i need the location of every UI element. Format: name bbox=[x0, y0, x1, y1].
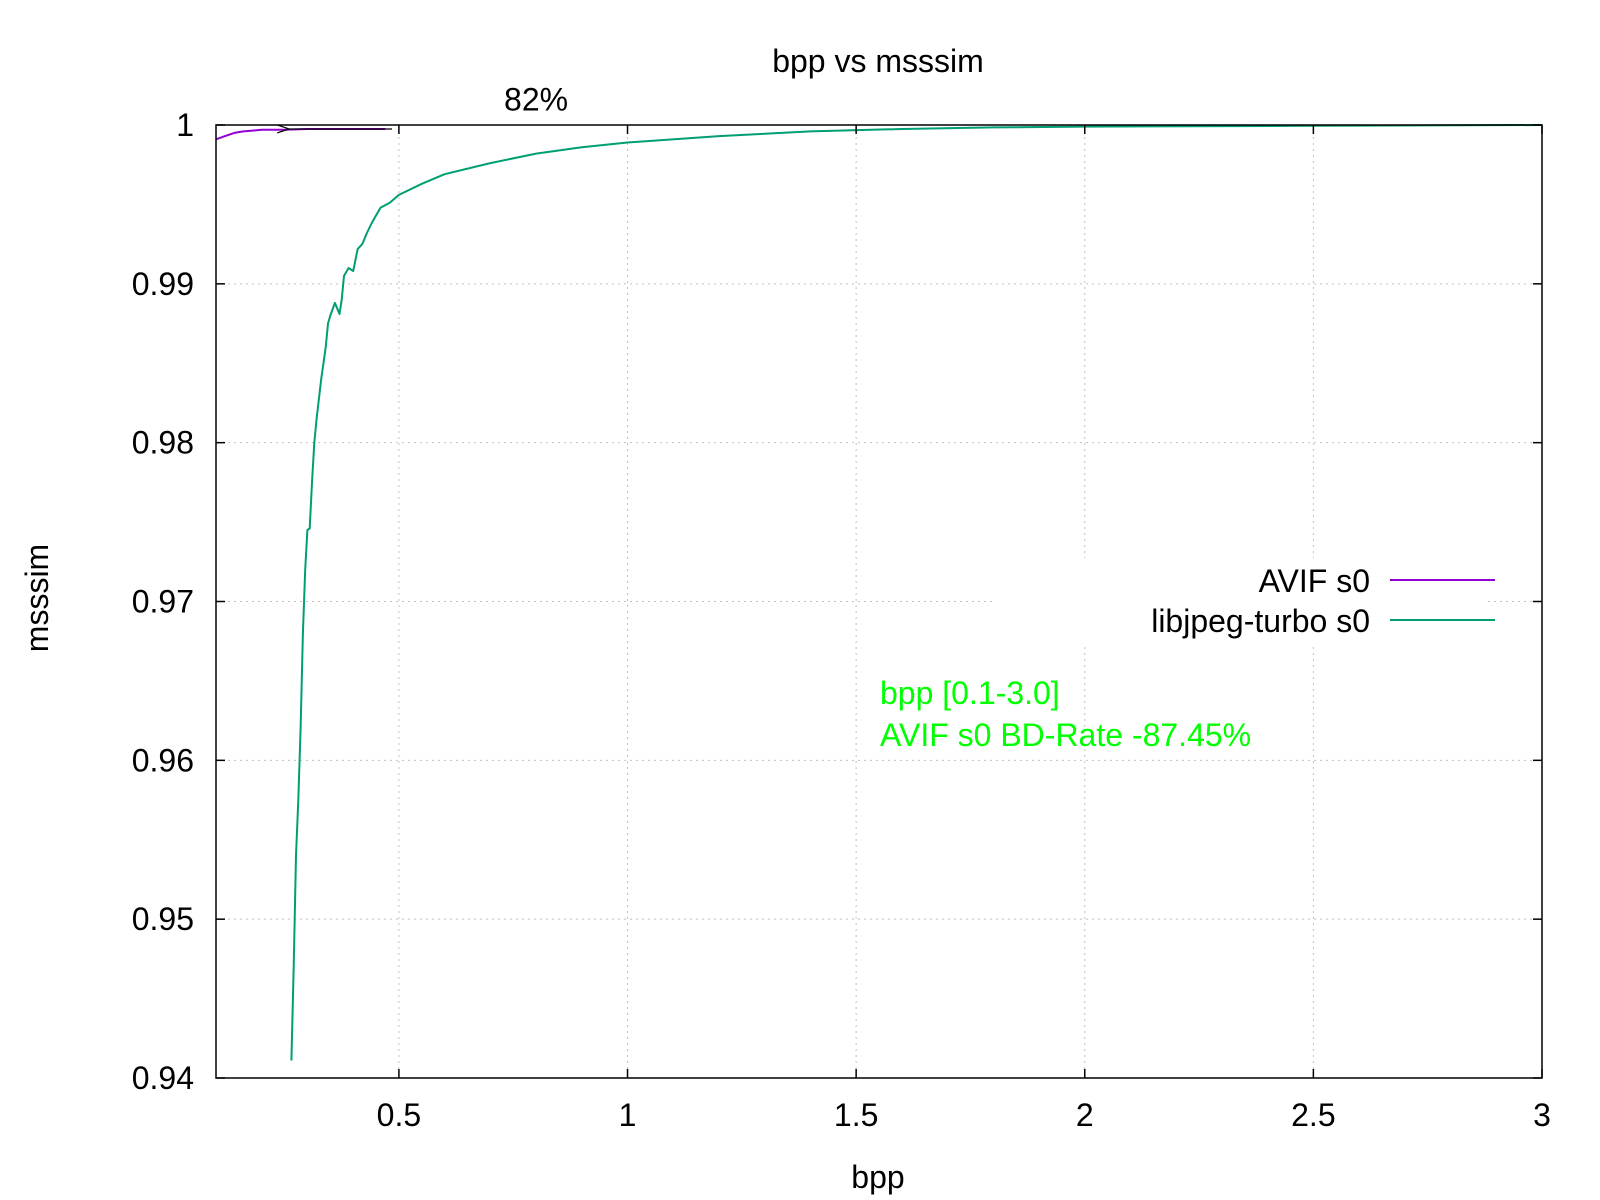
chart-title: bpp vs msssim bbox=[772, 43, 984, 79]
annotation-percent-label: 82% bbox=[504, 82, 568, 118]
legend-label-libjpeg: libjpeg-turbo s0 bbox=[1151, 603, 1370, 639]
legend-label-avif: AVIF s0 bbox=[1259, 563, 1370, 599]
x-axis-label: bpp bbox=[851, 1159, 904, 1195]
y-tick-label: 0.97 bbox=[132, 584, 194, 620]
y-tick-label: 0.99 bbox=[132, 266, 194, 302]
x-tick-label: 3 bbox=[1533, 1097, 1551, 1133]
x-tick-label: 1 bbox=[619, 1097, 637, 1133]
y-tick-label: 0.98 bbox=[132, 425, 194, 461]
y-tick-label: 0.94 bbox=[132, 1060, 194, 1096]
x-tick-label: 2.5 bbox=[1291, 1097, 1335, 1133]
bd-rate-text: AVIF s0 BD-Rate -87.45% bbox=[880, 717, 1251, 753]
axes: 0.5 1 1.5 2 2.5 3 0.94 0.95 0.96 0.97 0.98 0.99 1 bbox=[132, 107, 1551, 1133]
x-tick-label: 1.5 bbox=[834, 1097, 878, 1133]
series-line-libjpeg-turbo bbox=[290, 124, 1543, 1061]
annotations: 82% bbox=[289, 82, 568, 129]
bpp-range-text: bpp [0.1-3.0] bbox=[880, 675, 1060, 711]
series-line-avif bbox=[215, 128, 386, 141]
y-tick-label: 0.96 bbox=[132, 742, 194, 778]
legend: AVIF s0 libjpeg-turbo s0 bbox=[995, 558, 1495, 644]
y-tick-label: 1 bbox=[176, 107, 194, 143]
x-tick-label: 2 bbox=[1076, 1097, 1094, 1133]
y-axis-label: msssim bbox=[19, 544, 55, 652]
x-tick-label: 0.5 bbox=[377, 1097, 421, 1133]
legend-background bbox=[995, 558, 1485, 644]
plot-frame bbox=[215, 124, 1543, 1079]
y-tick-label: 0.95 bbox=[132, 901, 194, 937]
stats-annotation: bpp [0.1-3.0] AVIF s0 BD-Rate -87.45% bbox=[880, 675, 1251, 753]
